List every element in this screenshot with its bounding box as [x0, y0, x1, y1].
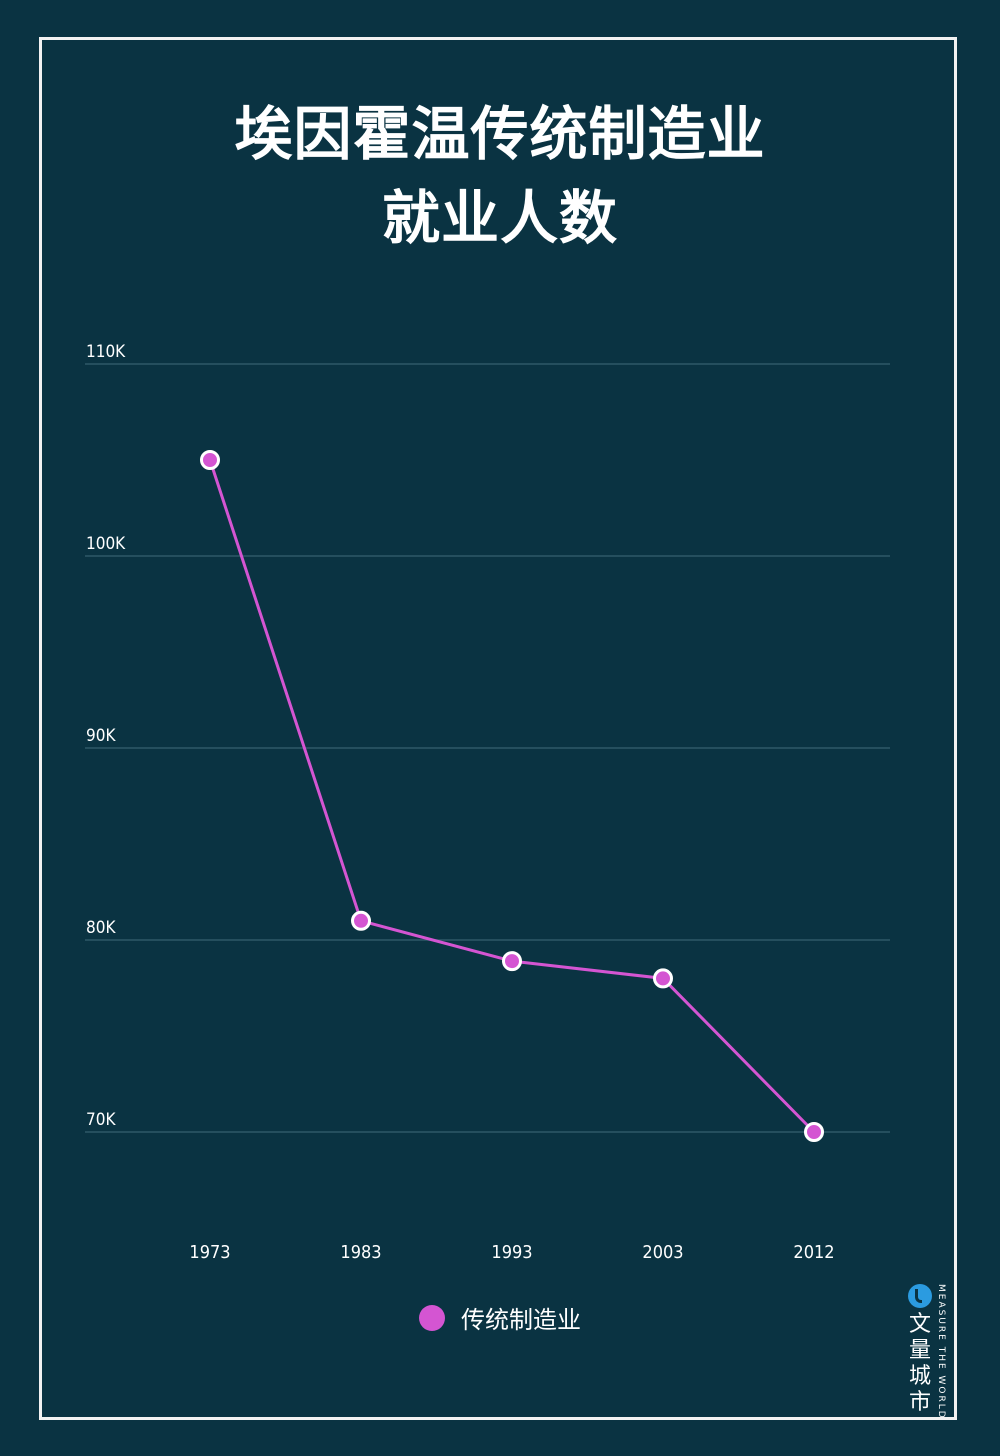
data-point: [200, 450, 220, 470]
legend-marker: [419, 1304, 445, 1331]
brand-logo-icon: [908, 1284, 932, 1308]
x-tick-label: 1993: [491, 1242, 532, 1263]
chart-title-line-2: 就业人数: [381, 184, 618, 252]
legend-label: 传统制造业: [461, 1306, 581, 1334]
x-tick-label: 2012: [793, 1242, 834, 1263]
x-tick-label: 1983: [340, 1242, 381, 1263]
data-point: [653, 968, 673, 989]
border-frame: [39, 37, 957, 1420]
data-point: [502, 951, 522, 972]
y-tick-label: 100K: [86, 534, 126, 554]
y-tick-label: 80K: [86, 918, 116, 938]
y-tick-label: 70K: [86, 1110, 116, 1130]
y-tick-label: 90K: [86, 726, 116, 746]
data-point: [804, 1122, 824, 1142]
y-tick-label: 110K: [86, 342, 126, 362]
x-tick-label: 2003: [642, 1242, 683, 1263]
brand-tagline: MEASURE THE WORLD: [936, 1284, 946, 1420]
brand-name: 文量城市: [908, 1312, 931, 1415]
data-point: [351, 910, 371, 931]
x-tick-label: 1973: [189, 1242, 230, 1263]
series-line: [208, 459, 816, 1134]
brand-watermark: 文量城市 MEASURE THE WORLD: [906, 1284, 954, 1420]
chart-legend: 传统制造业: [0, 1300, 1000, 1335]
chart-title-line-1: 埃因霍温传统制造业: [234, 100, 766, 168]
